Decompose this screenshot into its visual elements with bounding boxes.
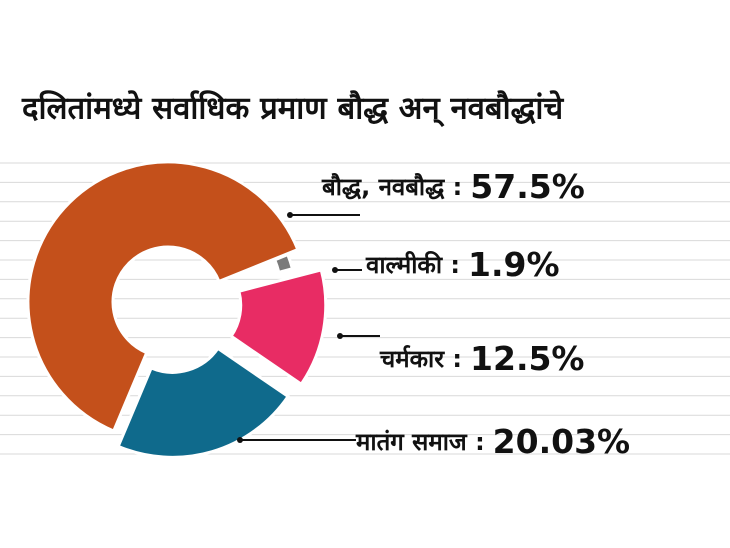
value-label: 57.5% [470, 167, 585, 206]
category-label: मातंग समाज : [355, 428, 485, 456]
value-label: 1.9% [468, 245, 560, 284]
value-label: 12.5% [470, 339, 585, 378]
leader-dot [237, 437, 243, 443]
donut-slice [26, 160, 300, 433]
leader-dot [337, 333, 343, 339]
slice-label: बौद्ध, नवबौद्ध : 57.5% [321, 167, 585, 206]
chart-title: दलितांमध्ये सर्वाधिक प्रमाण बौद्ध अन् नव… [21, 90, 564, 128]
value-label: 20.03% [493, 422, 630, 461]
category-label: बौद्ध, नवबौद्ध : [321, 173, 462, 201]
donut-slice [229, 268, 328, 387]
category-label: चर्मकार : [379, 345, 462, 373]
leader-dot [287, 212, 293, 218]
donut-slice [272, 252, 295, 275]
category-label: वाल्मीकी : [365, 251, 460, 279]
slice-label: वाल्मीकी : 1.9% [365, 245, 560, 284]
donut-slice [116, 346, 291, 459]
slice-label: चर्मकार : 12.5% [379, 339, 585, 378]
leader-dot [332, 267, 338, 273]
slice-label: मातंग समाज : 20.03% [355, 422, 630, 461]
